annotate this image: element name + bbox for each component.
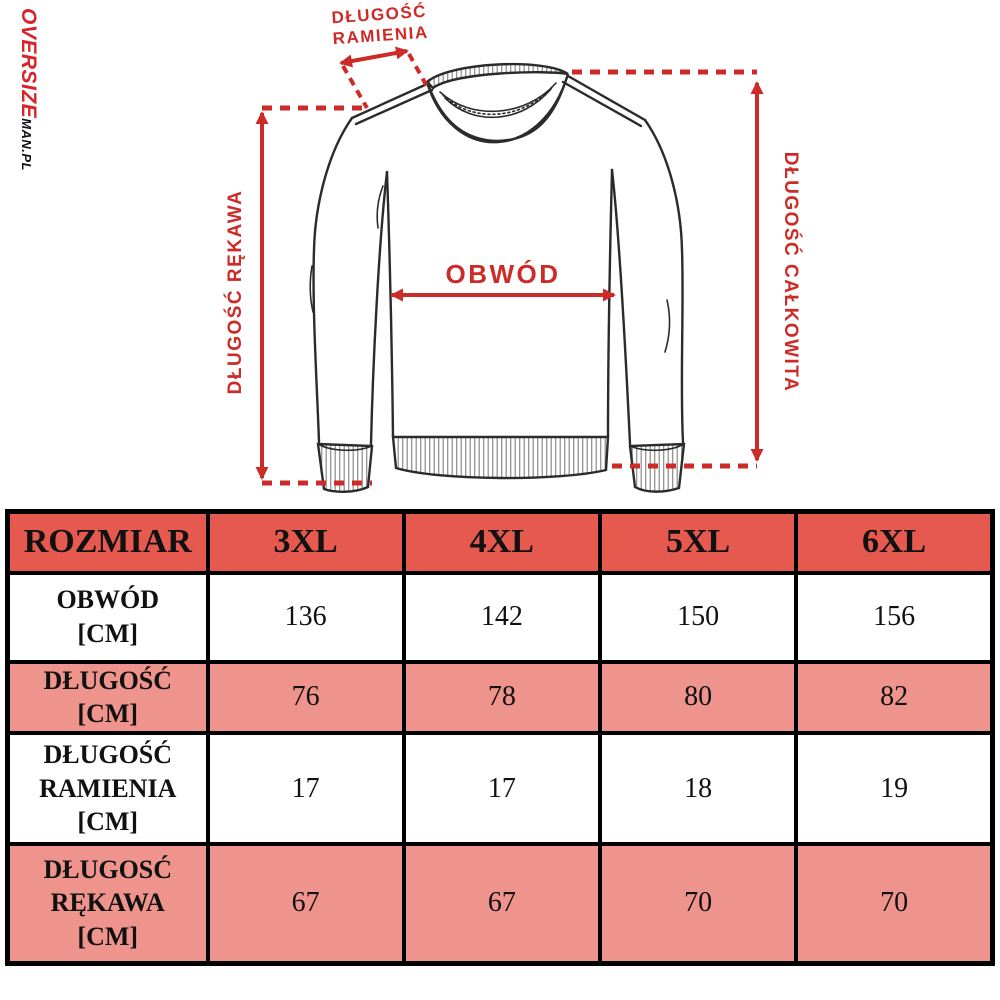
cell-obwod-5xl: 150: [597, 570, 799, 664]
left-shoulder-seam: [350, 82, 429, 120]
header-6xl: 6XL: [794, 509, 995, 575]
right-sleeve-outer: [643, 118, 685, 444]
size-table-header-row: ROZMIAR 3XL 4XL 5XL 6XL: [5, 509, 995, 575]
cell-obwod-4xl: 142: [401, 570, 603, 664]
wrinkle-left-sleeve: [309, 265, 314, 313]
left-shoulder-seam-2: [354, 88, 434, 126]
sweater-measurement-diagram: DŁUGOŚĆ RAMIENIA DŁUGOŚĆ RĘKAWA OBWÓD DŁ…: [225, 2, 801, 493]
header-5xl: 5XL: [597, 509, 799, 575]
collar-back-band: [425, 62, 569, 90]
row-label-dlugosc: DŁUGOŚĆ [CM]: [5, 659, 210, 736]
chest-width-label: OBWÓD: [445, 259, 561, 289]
wrinkle-right-sleeve: [664, 299, 671, 353]
right-shoulder-seam: [566, 74, 647, 122]
cell-rekaw-4xl: 67: [401, 842, 603, 966]
header-3xl: 3XL: [205, 509, 406, 575]
row-label-obwod: OBWÓD [CM]: [5, 570, 210, 664]
sleeve-length-label: DŁUGOŚĆ RĘKAWA: [225, 189, 246, 395]
cell-rekaw-3xl: 67: [205, 842, 406, 966]
left-cuff: [316, 442, 374, 493]
body-right-edge: [606, 168, 614, 439]
collar-inner-edge: [439, 82, 557, 112]
cell-dlugosc-3xl: 76: [205, 659, 406, 736]
garment-outline: [309, 62, 686, 493]
header-4xl: 4XL: [401, 509, 603, 575]
shoulder-length-arrow: [339, 46, 409, 68]
cell-dlugosc-4xl: 78: [401, 659, 603, 736]
size-table: ROZMIAR 3XL 4XL 5XL 6XL OBWÓD [CM] 136 1…: [5, 509, 995, 966]
cell-obwod-6xl: 156: [794, 570, 995, 664]
wrinkle-left-armpit: [376, 185, 384, 229]
right-sleeve-inner: [610, 168, 632, 446]
table-row-dlugosc: DŁUGOŚĆ [CM] 76 78 80 82: [5, 659, 995, 736]
cell-dlugosc-5xl: 80: [597, 659, 799, 736]
shoulder-length-leader-left: [341, 65, 369, 109]
collar-inner-edge-2: [444, 88, 552, 118]
table-row-dlugosc-rekawa: DŁUGOSĆ RĘKAWA [CM] 67 67 70 70: [5, 842, 995, 966]
right-shoulder-seam-2: [561, 80, 643, 128]
cell-ramie-6xl: 19: [794, 731, 995, 847]
row-label-dlugosc-ramienia: DŁUGOŚĆ RAMIENIA [CM]: [5, 731, 210, 847]
cell-ramie-3xl: 17: [205, 731, 406, 847]
cell-ramie-4xl: 17: [401, 731, 603, 847]
cell-dlugosc-6xl: 82: [794, 659, 995, 736]
cell-ramie-5xl: 18: [597, 731, 799, 847]
collar-stitch-line: [442, 85, 554, 115]
right-cuff-lip: [629, 443, 685, 452]
table-row-obwod: OBWÓD [CM] 136 142 150 156: [5, 570, 995, 664]
left-sleeve-inner: [369, 170, 389, 446]
cell-obwod-3xl: 136: [205, 570, 406, 664]
sweater-sketch: [255, 46, 764, 493]
cell-rekaw-6xl: 70: [794, 842, 995, 966]
left-sleeve-outer: [312, 116, 354, 444]
body-left-edge: [385, 170, 395, 439]
total-length-label: DŁUGOŚĆ CAŁKOWITA: [780, 151, 801, 393]
table-row-dlugosc-ramienia: DŁUGOŚĆ RAMIENIA [CM] 17 17 18 19: [5, 731, 995, 847]
hem-ribbing: [391, 435, 610, 480]
shoulder-length-leader-right: [407, 53, 431, 91]
row-label-dlugosc-rekawa: DŁUGOSĆ RĘKAWA [CM]: [5, 842, 210, 966]
cell-rekaw-5xl: 70: [597, 842, 799, 966]
left-cuff-lip: [317, 443, 373, 452]
measurement-annotations: [255, 46, 764, 486]
collar-ribbing: [425, 73, 570, 144]
header-rozmiar: ROZMIAR: [5, 509, 210, 575]
